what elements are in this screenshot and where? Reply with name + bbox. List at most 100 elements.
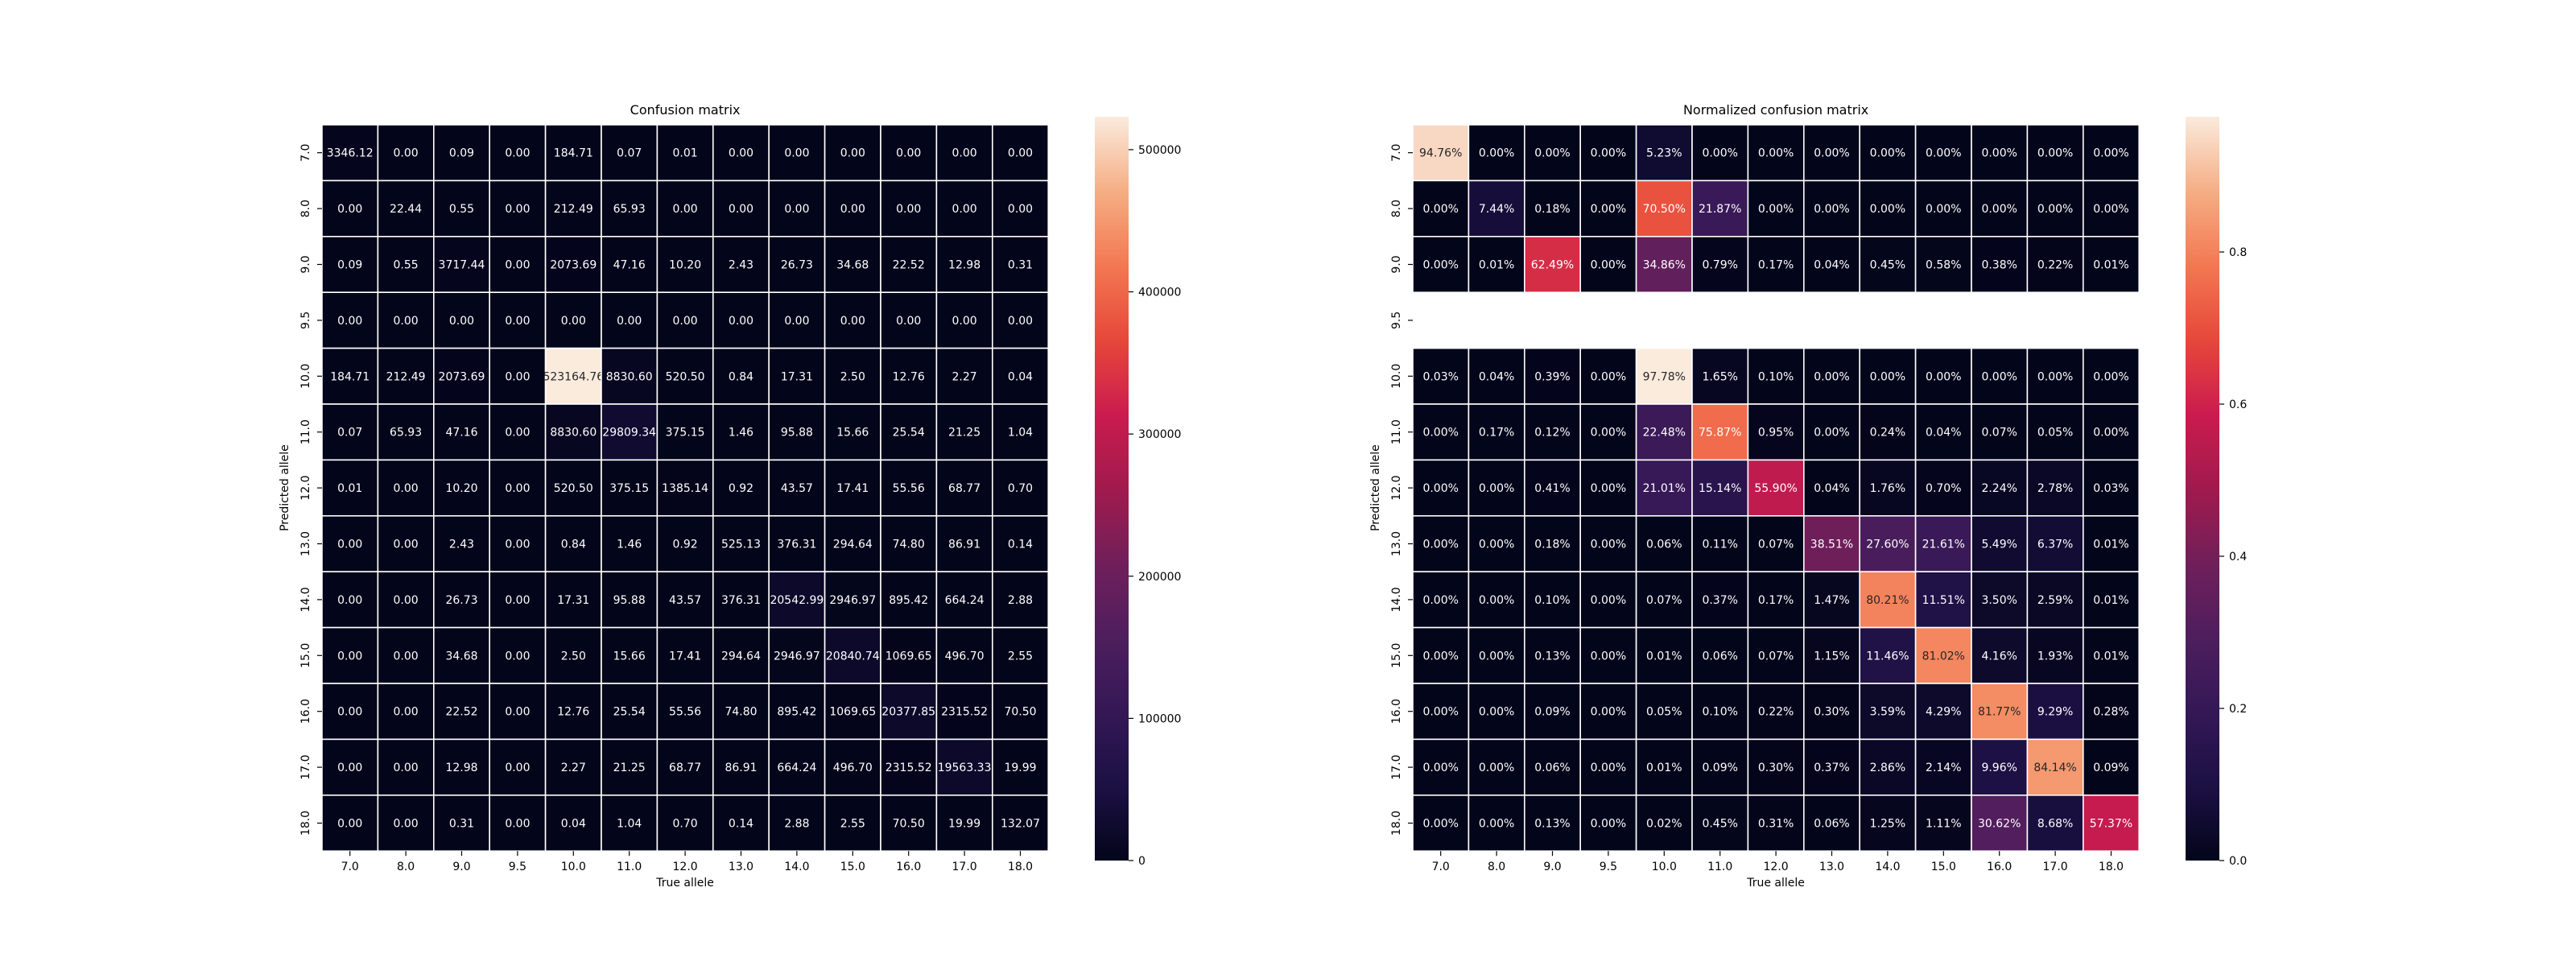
cell-value-label: 0.03% [2093,482,2128,495]
cell-value-label: 0.00 [505,315,530,328]
heatmap-cell [880,571,938,629]
heatmap-cell [377,626,435,684]
cell-value-label: 496.70 [833,762,873,774]
cell-value-label: 75.87% [1699,427,1741,440]
cell-value-label: 1.93% [2037,650,2073,663]
cell-value-label: 0.07% [1758,650,1794,663]
heatmap-cell [992,180,1050,237]
cell-value-label: 2.55 [840,818,865,831]
colorbar-tick-label: 0.8 [2229,246,2247,259]
cell-value-label: 0.00 [952,315,977,328]
cell-value-label: 80.21% [1866,594,1909,607]
heatmap-cell [992,459,1050,517]
cell-value-label: 0.09% [2093,762,2128,774]
cell-value-label: 0.31 [1008,259,1033,272]
heatmap-cell [1971,235,2029,293]
cell-value-label: 895.42 [777,706,816,719]
cell-value-label: 4.16% [1981,650,2017,663]
heatmap-cell [377,124,435,182]
cell-value-label: 0.07% [1646,594,1682,607]
heatmap-cell [489,794,547,852]
cell-value-label: 0.07 [337,427,362,440]
heatmap-cell [1635,235,1693,293]
cell-value-label: 0.17% [1758,259,1794,272]
cell-value-label: 9.96% [1981,762,2017,774]
heatmap-cell [1914,571,1972,629]
cell-value-label: 20377.85 [881,706,935,719]
colorbar-tick-label: 300000 [1138,428,1181,441]
heatmap-panel-2: Normalized confusion matrix 94.76% 0.00% 0.… [1369,102,2247,890]
cell-value-label: 0.00% [1422,650,1458,663]
cell-value-label: 520.50 [554,482,593,495]
heatmap-cell [1579,180,1637,237]
cell-value-label: 1069.65 [886,650,932,663]
heatmap-cell [489,403,547,461]
cell-value-label: 2.27 [952,370,977,383]
heatmap-cell [1803,794,1861,852]
heatmap-cell [1971,347,2029,405]
heatmap-cell [544,794,602,852]
cell-value-label: 0.06% [1814,818,1849,831]
colorbar-tick-label: 500000 [1138,144,1181,157]
cell-value-label: 0.07 [617,147,642,160]
heatmap-cell [1635,794,1693,852]
cell-value-label: 21.01% [1643,482,1686,495]
heatmap-cell [601,794,658,852]
heatmap-cell [601,571,658,629]
heatmap-cell [1524,124,1582,182]
y-tick-label: 7.0 [1390,144,1403,162]
heatmap-cell [432,459,490,517]
heatmap-cell [1914,626,1972,684]
cell-value-label: 70.50% [1643,203,1686,216]
cell-value-label: 0.00% [1479,762,1514,774]
cell-value-label: 81.77% [1978,706,2021,719]
cell-value-label: 0.00 [729,147,753,160]
heatmap-cell [1691,347,1749,405]
cell-value-label: 12.98 [948,259,980,272]
heatmap-cell [712,514,770,572]
heatmap-cell [768,626,826,684]
cell-value-label: 0.06% [1646,539,1682,551]
cell-value-label: 0.00% [1591,762,1626,774]
heatmap-cell [1524,459,1582,517]
x-tick-label: 18.0 [1008,861,1033,873]
cell-value-label: 0.00% [1926,370,1961,383]
heatmap-cell [1524,235,1582,293]
heatmap-cell [1579,626,1637,684]
cell-value-label: 34.68 [445,650,477,663]
cell-value-label: 0.00 [784,203,809,216]
heatmap-cell [321,235,379,293]
x-tick-label: 15.0 [1931,861,1956,873]
cell-value-label: 2.24% [1981,482,2017,495]
x-tick-label: 12.0 [673,861,698,873]
cell-value-label: 0.00 [896,203,921,216]
x-tick-label: 9.5 [1600,861,1617,873]
cell-value-label: 0.00% [1479,482,1514,495]
cell-value-label: 43.57 [781,482,813,495]
heatmap-cell [2026,235,2084,293]
cell-value-label: 0.70% [1926,482,1961,495]
cell-value-label: 0.92 [673,539,698,551]
cell-value-label: 0.00 [449,315,474,328]
cell-value-label: 11.46% [1866,650,1909,663]
cell-value-label: 15.66 [613,650,646,663]
heatmap-cell [2026,571,2084,629]
heatmap-cell [1412,403,1470,461]
cell-value-label: 22.52 [893,259,925,272]
y-tick-label: 15.0 [299,643,312,668]
cell-value-label: 0.00% [1702,147,1737,160]
cell-value-label: 0.00% [2037,370,2073,383]
cell-value-label: 20840.74 [826,650,880,663]
colorbar-tick-label: 0 [1138,855,1146,868]
heatmap-cell [824,235,881,293]
heatmap-cell [1747,124,1805,182]
cell-value-label: 0.00 [1008,147,1033,160]
cell-value-label: 15.66 [836,427,869,440]
cell-value-label: 0.41% [1534,482,1570,495]
y-tick-label: 13.0 [1390,531,1403,556]
cell-value-label: 0.05% [2037,427,2073,440]
cell-value-label: 2946.97 [829,594,876,607]
cell-value-label: 0.13% [1534,818,1570,831]
x-tick-label: 10.0 [561,861,586,873]
cell-value-label: 27.60% [1866,539,1909,551]
